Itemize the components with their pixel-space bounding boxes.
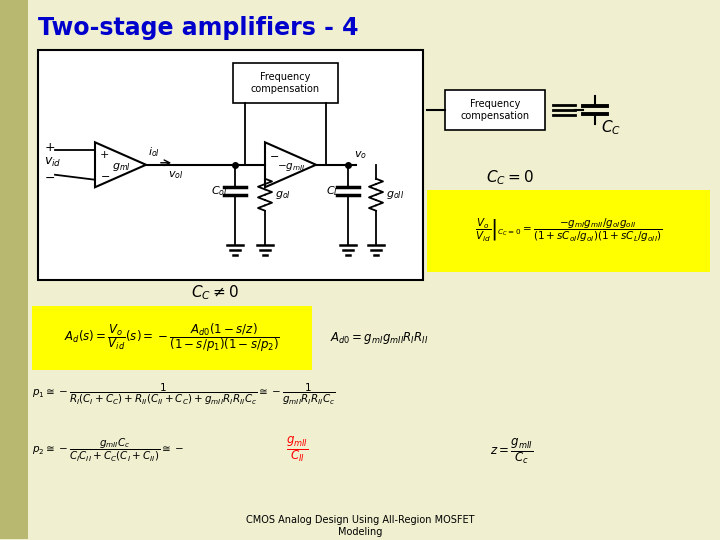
Text: +: + — [100, 150, 109, 160]
Polygon shape — [95, 143, 146, 187]
Text: $C_C \neq 0$: $C_C \neq 0$ — [191, 283, 239, 302]
Bar — [38, 50, 423, 280]
Bar — [427, 190, 710, 272]
Text: $g_{oII}$: $g_{oII}$ — [386, 188, 404, 201]
Text: $+$: $+$ — [44, 141, 55, 154]
Text: $g_{oI}$: $g_{oI}$ — [275, 188, 291, 201]
Bar — [445, 90, 545, 130]
Text: $p_2\cong-\dfrac{g_{mII}C_c}{C_IC_{II}+C_C(C_I+C_{II})}\cong-$: $p_2\cong-\dfrac{g_{mII}C_c}{C_IC_{II}+C… — [32, 436, 184, 463]
Text: Frequency
compensation: Frequency compensation — [460, 99, 530, 120]
Text: $\dfrac{g_{mII}}{C_{II}}$: $\dfrac{g_{mII}}{C_{II}}$ — [286, 435, 309, 464]
Text: $C_C$: $C_C$ — [601, 118, 621, 137]
Bar — [233, 63, 338, 103]
Text: $C_{oI}$: $C_{oI}$ — [211, 184, 228, 198]
Text: CMOS Analog Design Using All-Region MOSFET
Modeling: CMOS Analog Design Using All-Region MOSF… — [246, 515, 474, 537]
Bar — [0, 0, 28, 539]
Text: $v_{id}$: $v_{id}$ — [44, 156, 61, 170]
Text: $g_{mI}$: $g_{mI}$ — [112, 161, 130, 173]
Text: Two-stage amplifiers - 4: Two-stage amplifiers - 4 — [38, 16, 359, 40]
Text: $\left.\dfrac{V_o}{V_{id}}\right|_{C_C=0}=\dfrac{-g_{mI}g_{mII}/g_{oI}g_{oII}}{(: $\left.\dfrac{V_o}{V_{id}}\right|_{C_C=0… — [474, 217, 662, 244]
Text: $-$: $-$ — [269, 150, 279, 160]
Text: $C_L$: $C_L$ — [326, 184, 340, 198]
Text: $i_{oI}$: $i_{oI}$ — [148, 145, 160, 159]
Text: $v_{oI}$: $v_{oI}$ — [168, 169, 184, 181]
Text: $C_C=0$: $C_C=0$ — [486, 168, 534, 187]
Bar — [32, 306, 312, 370]
Text: $z=\dfrac{g_{mII}}{C_c}$: $z=\dfrac{g_{mII}}{C_c}$ — [490, 437, 534, 465]
Text: $-g_{mII}$: $-g_{mII}$ — [276, 161, 305, 173]
Text: $-$: $-$ — [44, 171, 55, 184]
Text: $A_{d0}=g_{mI}g_{mII}R_IR_{II}$: $A_{d0}=g_{mI}g_{mII}R_IR_{II}$ — [330, 329, 428, 346]
Text: Frequency
compensation: Frequency compensation — [251, 72, 320, 93]
Polygon shape — [265, 143, 316, 187]
Text: $p_1\cong-\dfrac{1}{R_I(C_I+C_C)+R_{II}(C_{II}+C_C)+g_{mII}R_IR_{II}C_c}\cong-\d: $p_1\cong-\dfrac{1}{R_I(C_I+C_C)+R_{II}(… — [32, 382, 336, 407]
Text: $-$: $-$ — [100, 170, 110, 180]
Text: $A_d(s)=\dfrac{V_o}{V_{id}}(s)=-\dfrac{A_{d0}(1-s/z)}{(1-s/p_1)(1-s/p_2)}$: $A_d(s)=\dfrac{V_o}{V_{id}}(s)=-\dfrac{A… — [64, 322, 280, 354]
Text: $v_o$: $v_o$ — [354, 149, 367, 161]
